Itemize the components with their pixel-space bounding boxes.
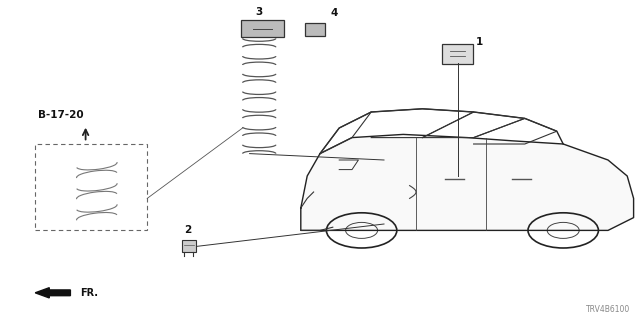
Text: 1: 1 — [476, 36, 483, 47]
Bar — [35, 144, 147, 230]
Text: B-17-20: B-17-20 — [38, 110, 84, 120]
Polygon shape — [301, 134, 634, 230]
Text: 4: 4 — [330, 8, 338, 19]
FancyBboxPatch shape — [442, 44, 473, 64]
Text: 3: 3 — [255, 7, 263, 17]
Text: TRV4B6100: TRV4B6100 — [586, 305, 630, 314]
FancyBboxPatch shape — [241, 20, 284, 37]
FancyArrow shape — [35, 288, 70, 298]
Bar — [182, 240, 196, 252]
Text: FR.: FR. — [80, 288, 98, 298]
Text: 2: 2 — [184, 225, 191, 235]
FancyBboxPatch shape — [305, 23, 325, 36]
